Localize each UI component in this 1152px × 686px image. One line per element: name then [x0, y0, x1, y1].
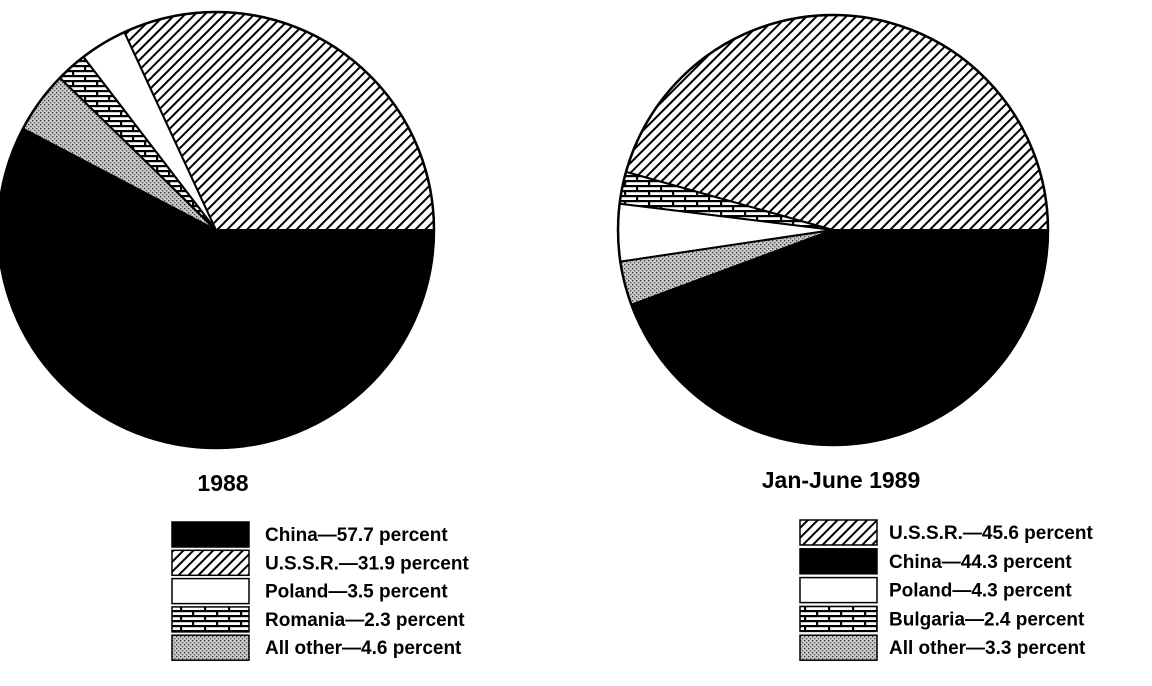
- legend-label: China—57.7 percent: [265, 525, 448, 546]
- legend-swatch: [171, 606, 250, 633]
- legend: U.S.S.R.—45.6 percent China—44.3 percent P…: [799, 519, 1093, 661]
- pie-outline: [616, 13, 1050, 447]
- legend-swatch: [171, 549, 250, 577]
- pie-jan-june-1989: Jan-June 1989 U.S.S.R.—45.6 percent China…: [616, 13, 1093, 661]
- legend-swatch: [171, 577, 250, 605]
- legend-swatch: [171, 634, 250, 661]
- pie-title: 1988: [197, 470, 248, 496]
- legend-swatch: [799, 548, 878, 575]
- legend-swatch: [799, 605, 878, 633]
- pie-title: Jan-June 1989: [762, 467, 921, 493]
- legend-swatch: [799, 519, 878, 546]
- legend-label: Poland—3.5 percent: [265, 582, 448, 603]
- legend-label: Bulgaria—2.4 percent: [889, 609, 1085, 630]
- pie-outline: [0, 10, 436, 450]
- pie-1988: 1988 China—57.7 percent U.S.S.R.—31.9 per…: [0, 10, 469, 661]
- legend-label: U.S.S.R.—31.9 percent: [265, 553, 469, 574]
- legend-label: All other—3.3 percent: [889, 638, 1086, 659]
- legend-swatch: [799, 634, 878, 661]
- legend-label: All other—4.6 percent: [265, 638, 462, 659]
- legend-label: China—44.3 percent: [889, 552, 1072, 573]
- legend: China—57.7 percent U.S.S.R.—31.9 percent P…: [171, 521, 469, 661]
- legend-label: Romania—2.3 percent: [265, 610, 465, 631]
- legend-swatch: [799, 576, 878, 604]
- legend-label: U.S.S.R.—45.6 percent: [889, 523, 1093, 544]
- legend-swatch: [171, 521, 250, 548]
- legend-label: Poland—4.3 percent: [889, 581, 1072, 602]
